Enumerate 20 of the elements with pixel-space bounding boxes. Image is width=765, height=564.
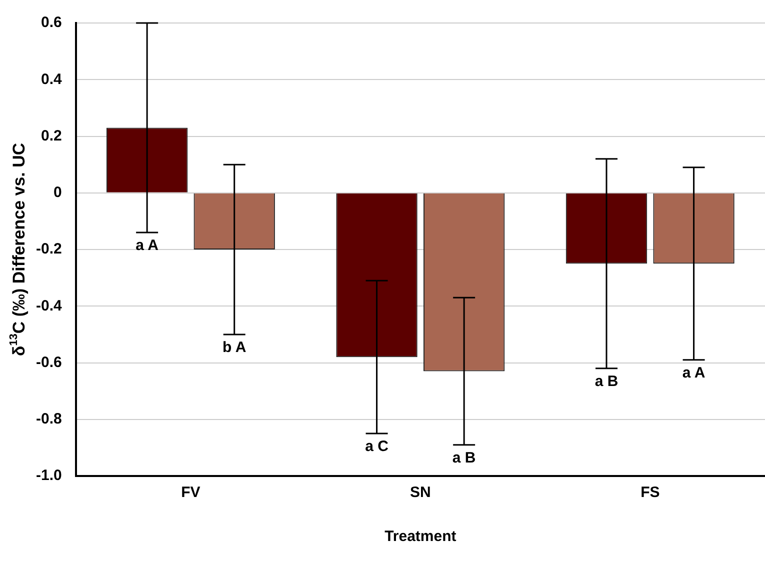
y-tick-label: -0.8	[36, 410, 62, 428]
x-tick-label: FV	[181, 484, 200, 502]
y-tick-label: -1.0	[36, 467, 62, 484]
y-tick-label: 0.2	[40, 127, 62, 144]
annotation: b A	[222, 339, 246, 356]
annotation: a A	[136, 237, 159, 254]
x-tick-label: FS	[640, 484, 660, 502]
y-tick-label: -0.2	[36, 240, 62, 258]
annotation: a B	[452, 449, 476, 466]
x-axis-title: Treatment	[384, 528, 456, 546]
y-tick-label: 0.4	[40, 70, 62, 88]
annotation: a A	[682, 364, 706, 382]
x-tick-label: SN	[410, 484, 431, 502]
y-axis-title: δ13C (‰) Difference vs. UC	[8, 142, 29, 356]
y-tick-label: -0.6	[36, 354, 62, 371]
y-tick-label: 0	[54, 184, 62, 202]
y-tick-label: -0.4	[36, 297, 62, 314]
y-tick-label: 0.6	[40, 14, 62, 32]
annotation: a C	[365, 438, 389, 456]
annotation: a B	[594, 373, 618, 390]
